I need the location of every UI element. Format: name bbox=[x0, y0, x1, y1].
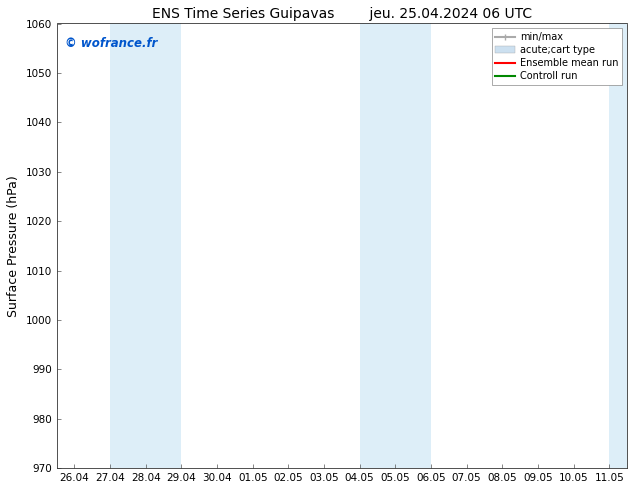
Title: ENS Time Series Guipavas        jeu. 25.04.2024 06 UTC: ENS Time Series Guipavas jeu. 25.04.2024… bbox=[152, 7, 532, 21]
Y-axis label: Surface Pressure (hPa): Surface Pressure (hPa) bbox=[7, 175, 20, 317]
Legend: min/max, acute;cart type, Ensemble mean run, Controll run: min/max, acute;cart type, Ensemble mean … bbox=[491, 28, 622, 85]
Bar bbox=[110, 24, 181, 468]
Bar bbox=[609, 24, 627, 468]
Text: © wofrance.fr: © wofrance.fr bbox=[65, 37, 157, 50]
Bar bbox=[359, 24, 431, 468]
